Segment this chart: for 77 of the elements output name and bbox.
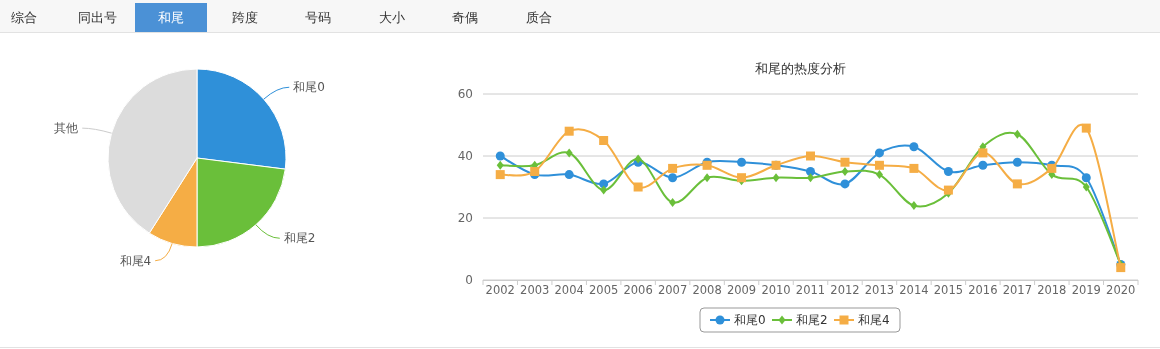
point	[840, 179, 850, 189]
x-tick-label: 2014	[899, 283, 929, 297]
point	[1012, 157, 1022, 167]
point	[874, 148, 884, 158]
text: 跨度	[231, 10, 258, 25]
x-tick-label: 2002	[485, 283, 515, 297]
point	[530, 167, 540, 176]
text: 综合	[11, 10, 37, 25]
text: 大小	[378, 10, 405, 25]
point	[840, 157, 850, 167]
x-tick-label: 2015	[933, 283, 964, 297]
point	[495, 151, 505, 161]
legend-label: 和尾2	[796, 313, 828, 327]
x-tick-label: 2016	[968, 283, 998, 297]
point	[600, 185, 608, 195]
point	[772, 173, 780, 183]
point	[909, 163, 919, 173]
point	[599, 136, 609, 145]
text: 奇偶	[452, 10, 478, 25]
x-tick-label: 2019	[1071, 283, 1101, 297]
point	[978, 148, 988, 158]
slice-label: 和尾0	[293, 80, 325, 95]
point	[564, 170, 574, 180]
text: 同出号	[78, 10, 117, 25]
point	[874, 160, 884, 170]
point	[1081, 123, 1091, 133]
point	[737, 157, 747, 167]
legend-label: 和尾0	[734, 313, 766, 327]
point	[1081, 173, 1091, 183]
slice-label: 和尾4	[119, 253, 152, 268]
point	[495, 170, 505, 180]
point	[1082, 182, 1090, 192]
chart-title: 和尾的热度分析	[754, 61, 846, 76]
point	[668, 173, 678, 183]
point	[564, 126, 574, 136]
slice-label: 和尾2	[283, 231, 316, 246]
x-tick-label: 2005	[589, 283, 619, 297]
x-tick-label: 2018	[1037, 283, 1067, 297]
y-tick-label: 40	[457, 149, 473, 163]
x-tick-label: 2009	[726, 283, 757, 297]
point	[669, 198, 677, 207]
x-tick-label: 2004	[554, 283, 584, 297]
slice-label: 其他	[54, 121, 79, 136]
point	[1013, 129, 1021, 139]
text: 号码	[305, 10, 331, 25]
y-tick-label: 60	[457, 87, 473, 101]
point	[703, 173, 711, 183]
point	[978, 160, 988, 170]
point	[807, 173, 814, 183]
point	[841, 167, 849, 176]
legend-label: 和尾4	[858, 313, 890, 327]
x-tick-label: 2012	[830, 283, 860, 297]
y-tick-label: 0	[465, 273, 473, 287]
point	[565, 148, 573, 158]
point	[599, 179, 609, 189]
point	[633, 182, 643, 192]
text: 质合	[525, 10, 552, 25]
point	[909, 142, 919, 152]
point	[668, 163, 678, 173]
point	[875, 170, 883, 180]
x-tick-label: 2010	[761, 283, 791, 297]
x-tick-label: 2007	[657, 283, 688, 297]
x-tick-label: 2020	[1106, 283, 1136, 297]
x-tick-label: 2006	[623, 283, 653, 297]
point	[1116, 263, 1126, 273]
x-tick-label: 2011	[795, 283, 826, 297]
point	[943, 167, 953, 176]
point	[1012, 179, 1022, 189]
point	[910, 201, 918, 211]
text: 和尾	[158, 10, 184, 25]
x-tick-label: 2003	[520, 283, 550, 297]
y-tick-label: 20	[457, 211, 473, 225]
x-tick-label: 2017	[1002, 283, 1032, 297]
point	[496, 160, 504, 170]
x-tick-label: 2008	[692, 283, 722, 297]
x-tick-label: 2013	[864, 283, 895, 297]
point	[806, 151, 815, 161]
